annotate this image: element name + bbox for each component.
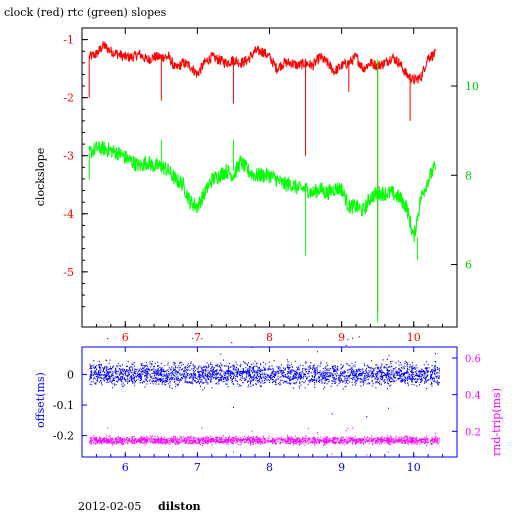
scatter-points	[89, 336, 440, 418]
x-tick-label: 10	[407, 461, 421, 474]
series-line	[88, 40, 436, 85]
y-tick-label: -0.1	[53, 399, 74, 412]
x-tick-label: 7	[194, 461, 201, 474]
x-tick-label: 7	[194, 331, 201, 344]
y2-tick-label: 10	[465, 80, 479, 93]
rtc-series	[88, 59, 436, 323]
x-tick-label: 6	[122, 331, 129, 344]
y-tick-label: -5	[63, 266, 74, 279]
chart-title: clock (red) rtc (green) slopes	[4, 6, 167, 19]
bottom-ylabel: offset(ms)	[34, 372, 47, 428]
bottom-chart: 6 7 8 9 10 0 -0.1 -0.2 0.6 0.4 0.2 offset(ms) rnd-…	[34, 336, 503, 474]
y2-tick-label: 0.6	[465, 354, 481, 365]
y-tick-label: -0.2	[53, 430, 74, 443]
y-tick-label: -4	[63, 208, 74, 221]
x-tick-label: 10	[407, 331, 421, 344]
roundtrip-series	[89, 427, 440, 456]
y-tick-label: -2	[63, 92, 74, 105]
top-ylabel: clockslope	[34, 148, 47, 206]
bottom-y2label: rnd-trip(ms)	[490, 388, 503, 456]
y2-tick-label: 0.2	[465, 427, 481, 438]
top-chart: 6 7 8 9 10 -1 -2 -3 -4 -5 10 8 6 clockslope	[34, 27, 479, 344]
y2-tick-label: 8	[465, 169, 472, 182]
footer-date: 2012-02-05	[78, 500, 141, 512]
bottom-axes-ticks: 6 7 8 9 10 0 -0.1 -0.2 0.6 0.4 0.2	[53, 347, 481, 474]
series-line	[88, 140, 436, 243]
scatter-points	[89, 427, 440, 456]
x-tick-label: 9	[338, 461, 345, 474]
x-tick-label: 9	[338, 331, 345, 344]
offset-series	[89, 336, 440, 418]
y-tick-label: -1	[63, 34, 74, 47]
y-tick-label: -3	[63, 150, 74, 163]
x-tick-label: 8	[266, 331, 273, 344]
y2-tick-label: 6	[465, 259, 472, 272]
x-tick-label: 8	[266, 461, 273, 474]
y-tick-label: 0	[67, 369, 74, 382]
top-axes-ticks: 6 7 8 9 10 -1 -2 -3 -4 -5 10 8 6	[63, 28, 479, 344]
x-tick-label: 6	[122, 461, 129, 474]
footer: 2012-02-05 dilston	[78, 500, 201, 512]
footer-host: dilston	[158, 500, 201, 512]
y2-tick-label: 0.4	[465, 391, 481, 402]
